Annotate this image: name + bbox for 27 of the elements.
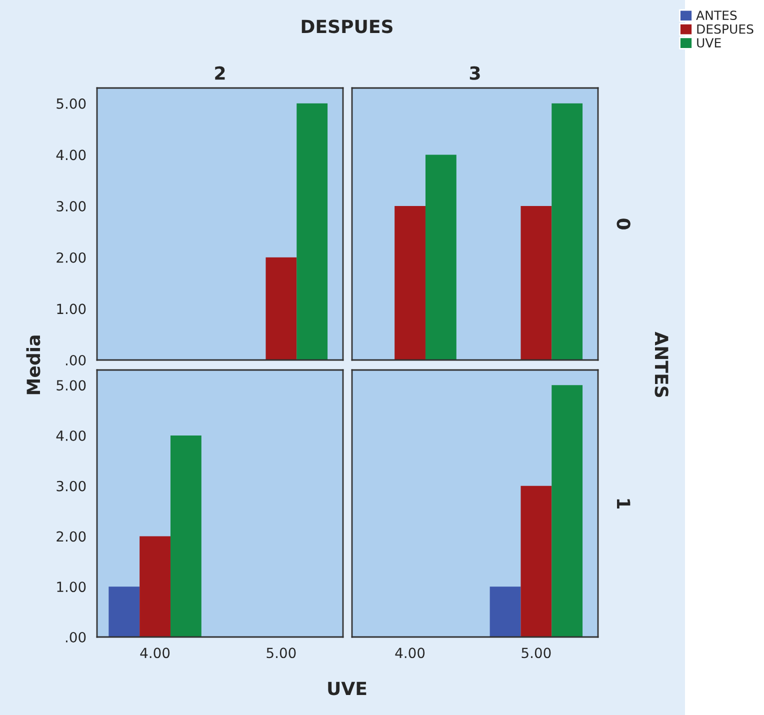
chart-title: 3 bbox=[470, 66, 480, 80]
legend-label: UVE bbox=[697, 38, 721, 48]
y-tick-label: 5.00 bbox=[56, 98, 86, 109]
text: ANTES bbox=[654, 332, 668, 398]
legend-label: DESPUES bbox=[697, 24, 754, 34]
y-tick-label: 1.00 bbox=[57, 582, 86, 592]
x-tick-label: 4.00 bbox=[140, 648, 170, 658]
y-tick-label: 2.00 bbox=[56, 252, 86, 263]
x-axis-title: UVE bbox=[328, 682, 366, 696]
y-tick-label: 2.00 bbox=[56, 531, 86, 542]
x-tick-label: 5.00 bbox=[266, 648, 296, 658]
y-tick-label: .00 bbox=[66, 632, 86, 642]
y-axis-title: Media bbox=[26, 336, 40, 394]
y-tick-label: 4.00 bbox=[56, 150, 86, 160]
y-tick-label: .00 bbox=[66, 354, 86, 366]
y-tick-label: 1.00 bbox=[57, 304, 86, 314]
text: 0 bbox=[616, 218, 630, 230]
chart-title: 2 bbox=[215, 66, 225, 80]
legend-label: ANTES bbox=[696, 10, 737, 20]
y-tick-label: 3.00 bbox=[56, 480, 86, 492]
y-tick-label: 3.00 bbox=[56, 201, 86, 212]
text: 1 bbox=[617, 499, 630, 509]
y-tick-label: 4.00 bbox=[56, 430, 86, 441]
x-tick-label: 5.00 bbox=[522, 648, 551, 658]
y-tick-label: 5.00 bbox=[56, 380, 86, 391]
text: DESPUES bbox=[302, 20, 392, 34]
x-tick-label: 4.00 bbox=[395, 648, 425, 658]
